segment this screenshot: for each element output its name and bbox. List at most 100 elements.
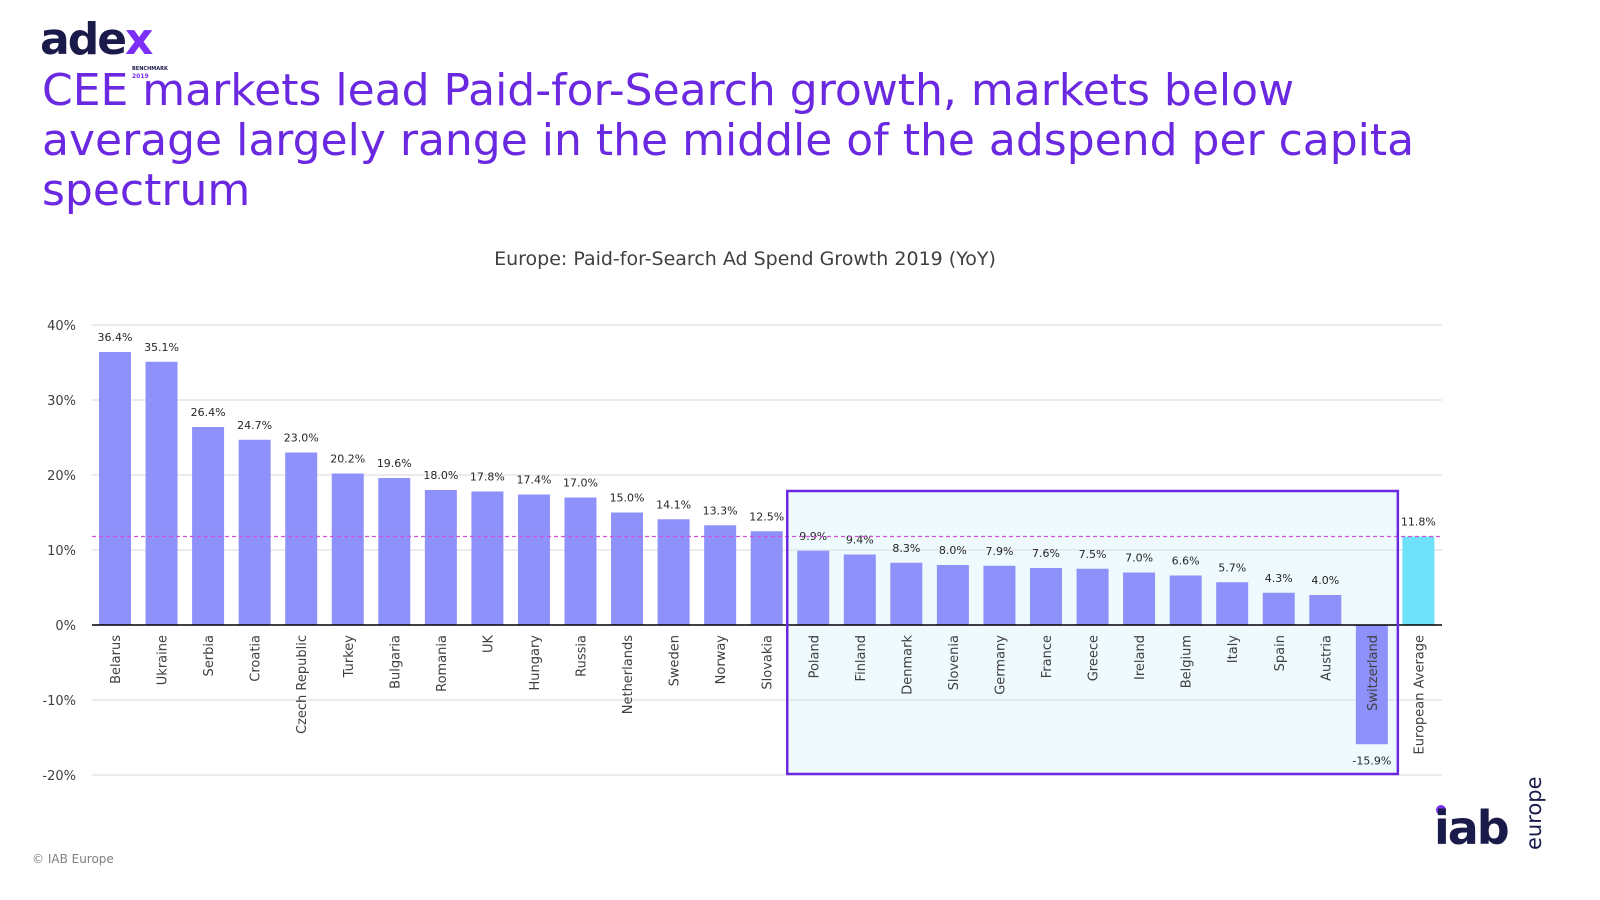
adex-logo-word: adex: [40, 14, 153, 65]
bar: [1169, 575, 1202, 625]
bar: [1262, 592, 1295, 625]
data-label: 15.0%: [610, 492, 645, 505]
data-label: 17.8%: [470, 471, 505, 484]
bar: [936, 565, 969, 625]
data-label: 18.0%: [423, 469, 458, 482]
category-label: Bulgaria: [388, 635, 403, 689]
data-label: 7.6%: [1032, 547, 1060, 560]
bar: [843, 554, 876, 625]
category-label: Turkey: [342, 635, 357, 679]
category-label: Norway: [714, 635, 729, 685]
category-label: Slovakia: [761, 635, 776, 690]
data-label: 17.4%: [516, 474, 551, 487]
bar: [378, 478, 411, 625]
category-label: Italy: [1226, 635, 1241, 664]
bar: [471, 491, 504, 625]
y-tick-label: 10%: [47, 544, 76, 559]
data-label: 4.0%: [1311, 574, 1339, 587]
category-label: Russia: [575, 635, 590, 677]
page-headline: CEE markets lead Paid-for-Search growth,…: [42, 65, 1415, 216]
data-label: 20.2%: [330, 453, 365, 466]
category-label: Ukraine: [156, 635, 171, 685]
data-label: 19.6%: [377, 457, 412, 470]
data-label: 7.9%: [985, 545, 1013, 558]
bar: [99, 352, 131, 625]
bar: [1309, 595, 1342, 625]
category-label: Belgium: [1180, 635, 1195, 688]
data-label: 14.1%: [656, 498, 691, 511]
category-label: Netherlands: [621, 635, 636, 714]
y-tick-label: 20%: [47, 469, 76, 484]
category-label: UK: [481, 635, 496, 654]
chart-title: Europe: Paid-for-Search Ad Spend Growth …: [494, 248, 996, 270]
bar-chart: -20% -10% 0% 10% 20% 30% 40% 36.4% Belarus 35.1% U…: [42, 319, 1442, 780]
iab-logo-dot: [1436, 805, 1446, 815]
category-label: Germany: [993, 635, 1008, 695]
adex-logo: adex BENCHMARK 2019: [40, 10, 180, 80]
bar: [983, 565, 1016, 625]
bar: [1402, 536, 1435, 625]
category-label: European Average: [1412, 635, 1427, 754]
highlight-box-border: [786, 489, 1400, 776]
data-label: -15.9%: [1352, 754, 1391, 767]
iab-logo-europe: europe: [1522, 776, 1546, 851]
category-label: Poland: [807, 635, 822, 678]
category-label: Austria: [1319, 635, 1334, 681]
bar: [424, 490, 457, 625]
bar: [331, 473, 364, 625]
adex-logo-subtitle: BENCHMARK: [132, 66, 168, 72]
data-label: 12.5%: [749, 510, 784, 523]
bar: [517, 494, 550, 625]
bar: [1076, 568, 1109, 625]
category-label: Switzerland: [1366, 635, 1381, 711]
data-label: 24.7%: [237, 419, 272, 432]
highlight-box-fill: [787, 491, 1398, 774]
data-label: 11.8%: [1401, 516, 1436, 529]
y-tick-label: -20%: [42, 769, 76, 780]
category-label: Sweden: [668, 635, 683, 686]
iab-europe-logo: iab europe: [1420, 760, 1570, 870]
category-label: Spain: [1273, 635, 1288, 671]
bar: [890, 562, 923, 625]
data-label: 13.3%: [703, 504, 738, 517]
bar: [1355, 625, 1388, 745]
category-label: Belarus: [109, 635, 124, 684]
category-label: Czech Republic: [295, 635, 310, 734]
bar: [657, 519, 690, 625]
y-tick-label: 40%: [47, 319, 76, 334]
bar: [704, 525, 737, 625]
data-label: 9.4%: [846, 534, 874, 547]
category-label: Hungary: [528, 635, 543, 691]
category-label: Ireland: [1133, 635, 1148, 680]
bar: [750, 531, 783, 625]
data-label: 17.0%: [563, 477, 598, 490]
iab-logo-text: iab: [1434, 801, 1510, 855]
bar: [797, 550, 830, 625]
data-label: 7.0%: [1125, 552, 1153, 565]
data-label: 23.0%: [284, 432, 319, 445]
category-label: Croatia: [249, 635, 264, 682]
bar: [192, 427, 225, 625]
y-tick-label: -10%: [42, 694, 76, 709]
category-label: Greece: [1087, 635, 1102, 681]
y-tick-label: 0%: [55, 619, 76, 634]
category-label: Slovenia: [947, 635, 962, 690]
category-label: Romania: [435, 635, 450, 692]
copyright-text: © IAB Europe: [32, 852, 114, 866]
category-label: Finland: [854, 635, 869, 681]
bar: [238, 439, 271, 625]
data-label: 36.4%: [98, 331, 133, 344]
bar: [611, 512, 644, 625]
bar: [564, 497, 597, 625]
data-label: 35.1%: [144, 341, 179, 354]
data-label: 8.3%: [892, 542, 920, 555]
data-label: 7.5%: [1079, 548, 1107, 561]
category-label: Serbia: [202, 635, 217, 676]
bar: [1030, 568, 1062, 625]
bar: [1123, 572, 1156, 625]
bar: [145, 361, 178, 625]
bar: [285, 452, 318, 625]
category-label: France: [1040, 635, 1055, 678]
data-label: 5.7%: [1218, 561, 1246, 574]
data-label: 26.4%: [191, 406, 226, 419]
